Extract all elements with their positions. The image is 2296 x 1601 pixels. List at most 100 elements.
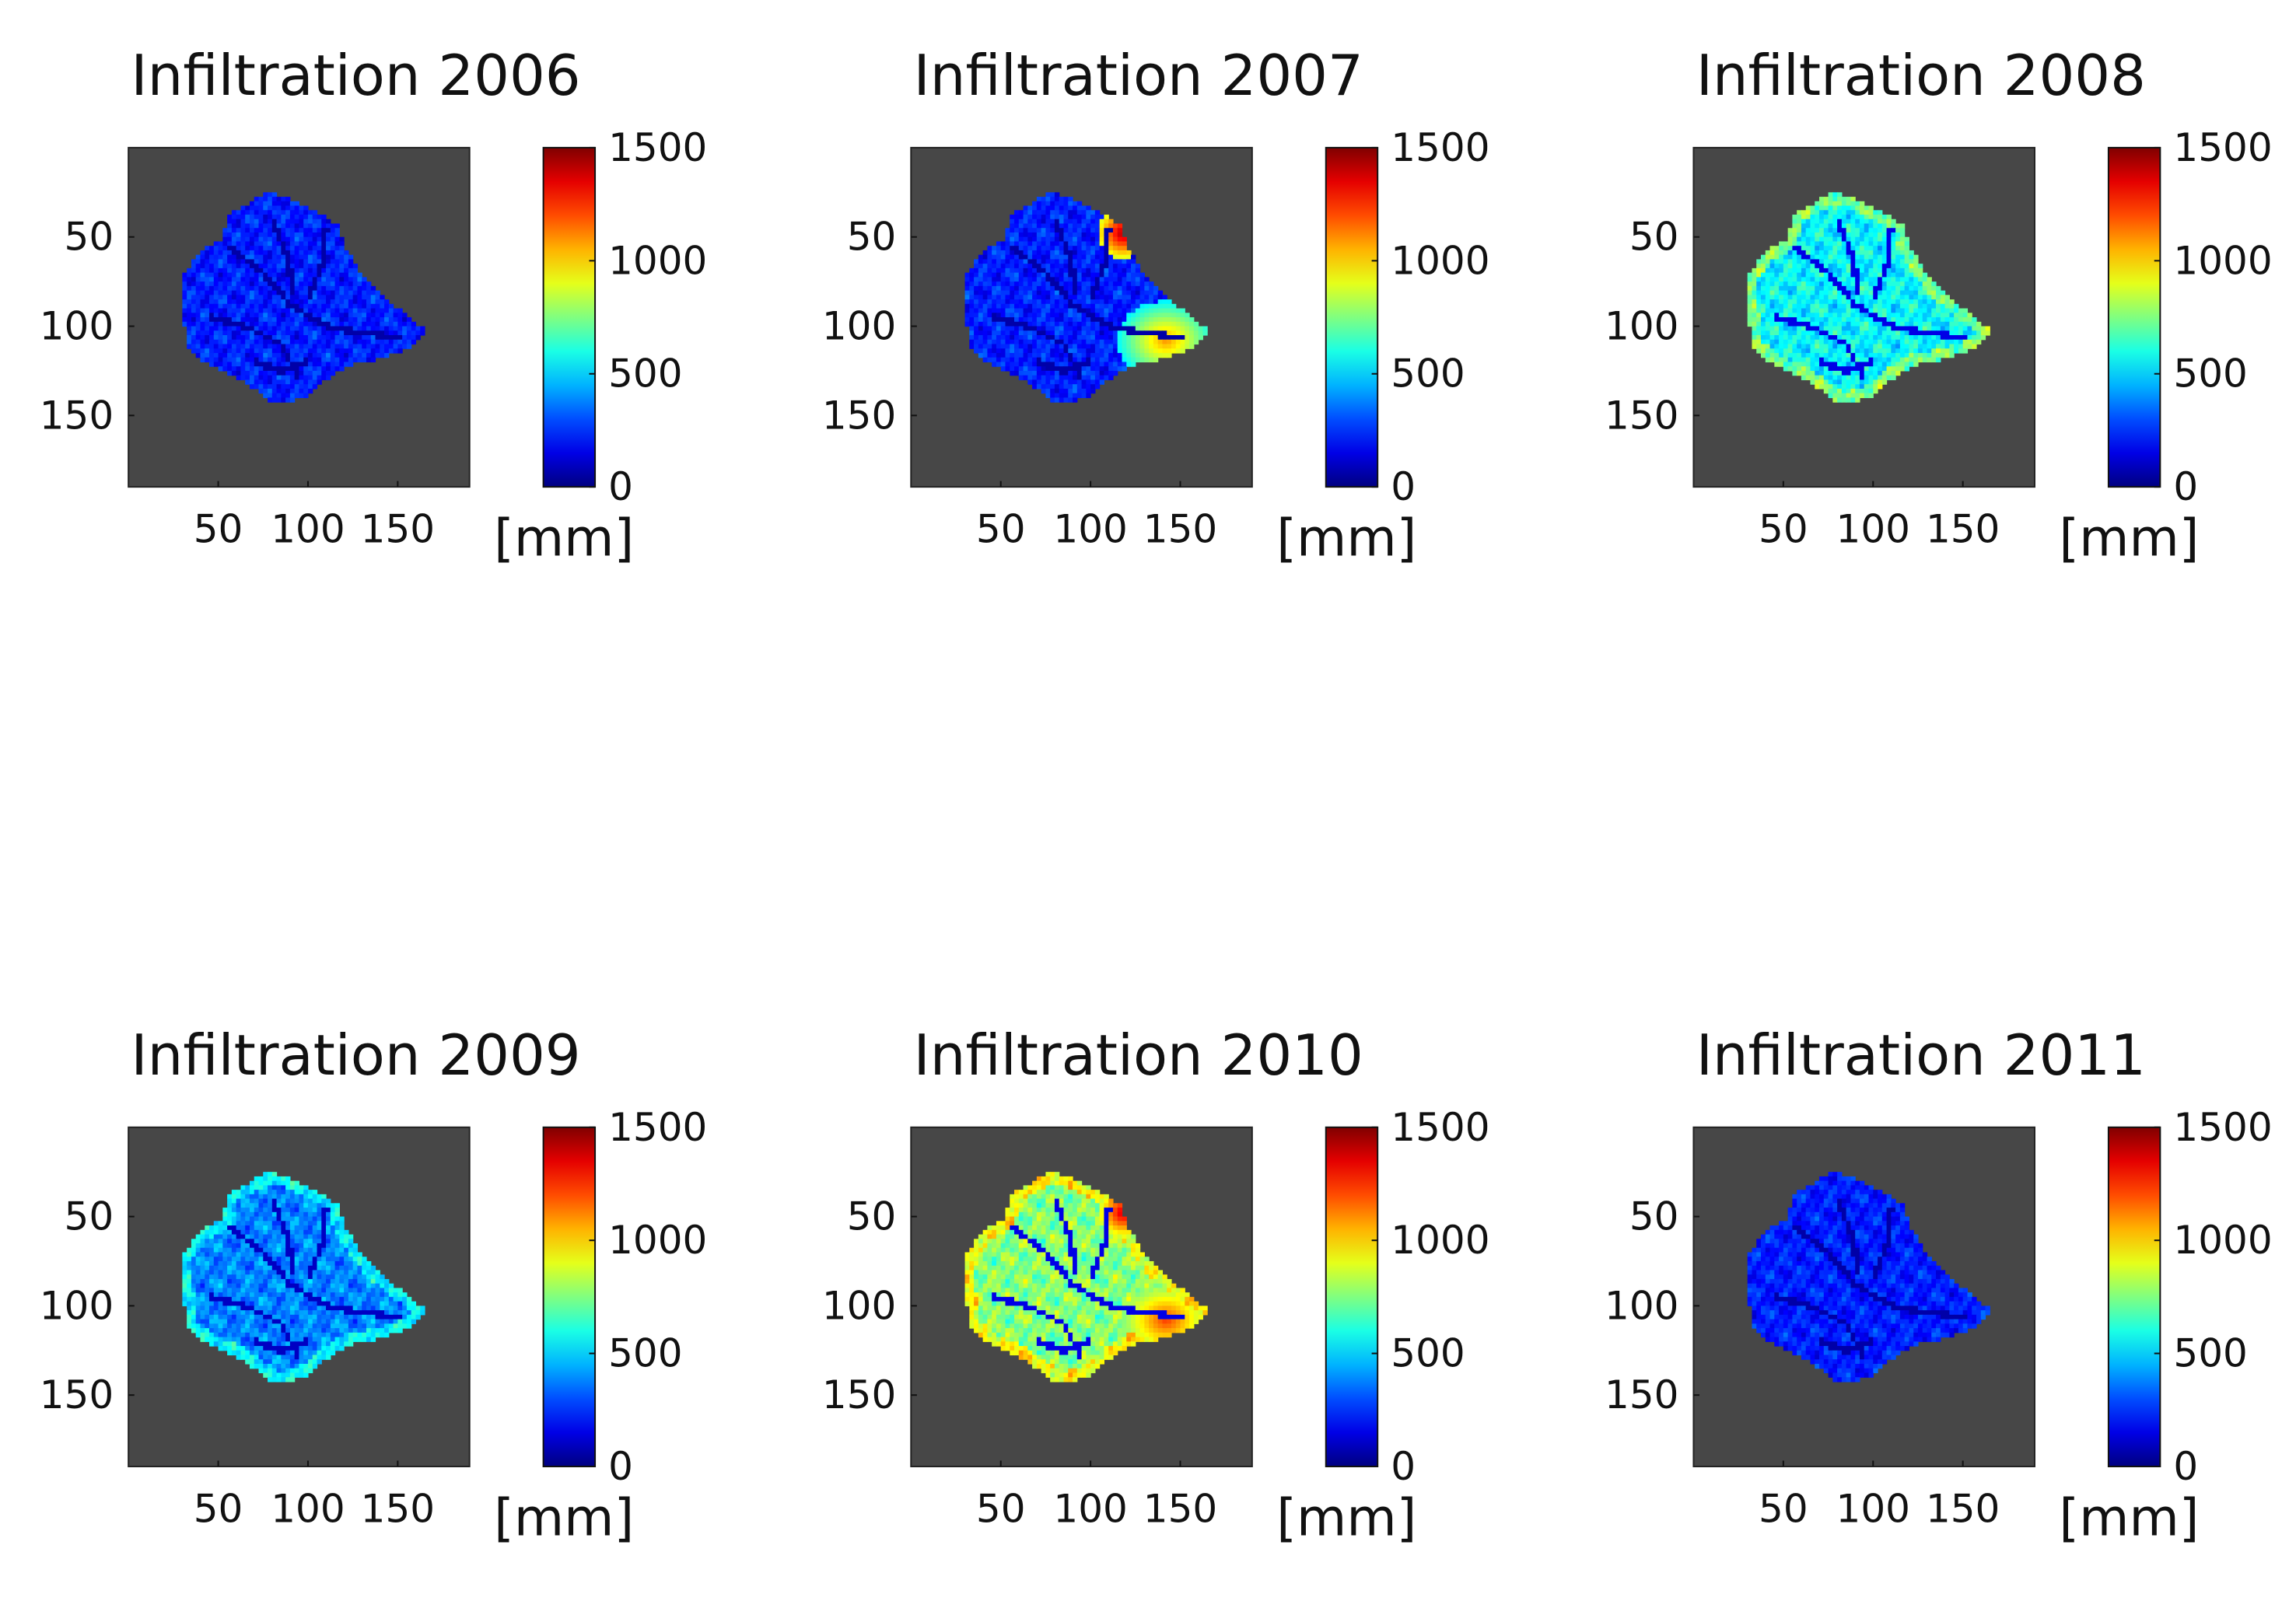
raster-cell: [1063, 277, 1069, 282]
raster-cell: [992, 348, 997, 354]
raster-cell: [1076, 379, 1083, 385]
raster-cell: [1878, 223, 1883, 229]
raster-cell: [1922, 308, 1928, 313]
raster-cell: [978, 321, 984, 327]
raster-cell: [289, 236, 296, 243]
raster-cell: [370, 290, 376, 295]
raster-cell: [1891, 334, 1896, 341]
raster-cell: [1967, 317, 1972, 323]
raster-cell: [1054, 370, 1060, 376]
raster-cell: [303, 1190, 309, 1195]
raster-cell: [1018, 259, 1024, 264]
raster-cell: [1747, 317, 1753, 323]
raster-cell: [303, 210, 309, 215]
raster-cell: [231, 210, 237, 215]
raster-cell: [1881, 362, 1888, 367]
raster-cell: [1881, 250, 1888, 256]
raster-cell: [1761, 352, 1766, 358]
raster-cell: [1805, 236, 1811, 243]
raster-cell: [1864, 246, 1870, 251]
raster-cell: [1805, 321, 1811, 327]
raster-cell: [334, 264, 340, 269]
raster-cell: [271, 1198, 278, 1204]
raster-cell: [1000, 295, 1006, 300]
raster-cell: [1005, 326, 1010, 331]
raster-cell: [240, 348, 246, 354]
raster-cell: [326, 317, 331, 323]
raster-cell: [213, 362, 219, 367]
raster-cell: [1765, 277, 1771, 282]
raster-cell: [1917, 344, 1923, 349]
raster-cell: [1810, 303, 1815, 309]
raster-cell: [1752, 303, 1757, 309]
raster-cell: [1023, 344, 1028, 349]
raster-cell: [195, 334, 201, 341]
raster-cell: [1864, 352, 1870, 358]
raster-cell: [191, 348, 197, 354]
raster-cell: [276, 295, 282, 300]
raster-cell: [294, 388, 300, 394]
raster-cell: [195, 321, 201, 327]
raster-cell: [1823, 232, 1829, 238]
raster-cell: [1828, 215, 1833, 220]
raster-cell: [1126, 339, 1132, 345]
raster-cell: [268, 215, 273, 220]
raster-cell: [1819, 357, 1825, 363]
raster-cell: [191, 317, 197, 323]
raster-cell: [330, 1211, 336, 1218]
y-tick-label: 150: [1605, 393, 1678, 438]
raster-cell: [362, 317, 367, 323]
raster-cell: [1832, 388, 1838, 394]
raster-cell: [1010, 344, 1015, 349]
raster-cell: [1131, 317, 1136, 323]
raster-cell: [1059, 223, 1065, 229]
raster-cell: [397, 330, 403, 336]
raster-cell: [271, 1208, 278, 1213]
raster-cell: [362, 303, 367, 309]
raster-cell: [271, 272, 278, 278]
raster-cell: [1027, 264, 1033, 269]
raster-cell: [1081, 290, 1087, 295]
raster-cell: [271, 259, 278, 264]
raster-cell: [334, 272, 340, 278]
raster-cell: [978, 281, 984, 287]
raster-cell: [268, 379, 273, 385]
raster-cell: [370, 352, 376, 358]
raster-cell: [1899, 321, 1906, 327]
raster-cell: [1873, 277, 1878, 282]
raster-cell: [1873, 313, 1878, 318]
raster-cell: [258, 1208, 264, 1213]
raster-cell: [1126, 334, 1132, 341]
raster-cell: [1846, 334, 1852, 341]
raster-cell: [263, 1180, 268, 1186]
raster-cell: [1895, 321, 1901, 327]
raster-cell: [987, 295, 992, 300]
raster-cell: [339, 281, 345, 287]
raster-cell: [1050, 370, 1055, 376]
raster-cell: [1036, 264, 1042, 269]
raster-cell: [227, 223, 233, 229]
raster-cell: [191, 334, 197, 341]
raster-cell: [218, 285, 223, 292]
raster-cell: [1122, 317, 1127, 323]
raster-cell: [1104, 299, 1109, 305]
raster-cell: [249, 379, 255, 385]
raster-cell: [1041, 223, 1047, 229]
raster-cell: [1149, 321, 1154, 327]
raster-cell: [205, 321, 210, 327]
raster-cell: [1086, 393, 1091, 398]
raster-cell: [1104, 375, 1109, 381]
raster-cell: [200, 299, 205, 305]
raster-cell: [1761, 344, 1766, 349]
raster-cell: [1787, 259, 1793, 264]
raster-cell: [1032, 362, 1038, 367]
raster-cell: [1823, 317, 1829, 323]
raster-cell: [317, 295, 322, 300]
raster-cell: [263, 375, 268, 381]
raster-cell: [996, 334, 1002, 341]
raster-cell: [1846, 384, 1852, 390]
raster-cell: [1850, 281, 1856, 287]
raster-cell: [317, 246, 322, 251]
raster-cell: [1112, 285, 1118, 292]
raster-cell: [1895, 370, 1901, 376]
